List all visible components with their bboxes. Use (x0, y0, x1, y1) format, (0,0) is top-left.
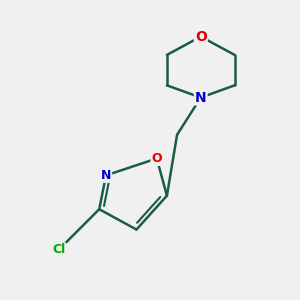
Text: N: N (101, 169, 111, 182)
Text: O: O (152, 152, 162, 165)
Text: Cl: Cl (52, 243, 65, 256)
Text: N: N (195, 91, 207, 104)
Text: O: O (195, 30, 207, 44)
